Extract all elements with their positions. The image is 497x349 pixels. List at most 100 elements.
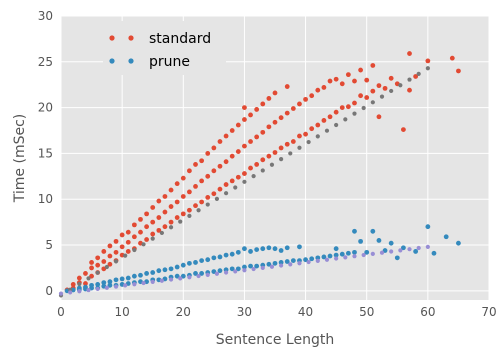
standard-point [125,229,131,235]
standard-point [83,281,88,286]
standard-point [290,106,296,111]
fit-line-point [324,257,330,262]
standard-point [144,224,150,230]
standard-point [382,85,388,91]
fit-line-point [168,225,174,230]
standard-point [345,104,351,110]
standard-point [278,145,284,151]
standard-point [187,207,192,213]
y-tick-label: 0 [45,284,53,298]
standard-point [229,153,235,159]
prune-point [193,260,198,265]
standard-point [235,122,241,128]
standard-point [315,87,321,93]
prune-point [260,246,266,252]
fit-line-point [104,285,109,290]
prune-point [376,238,382,243]
fit-line-point [370,251,375,256]
prune-point [370,228,376,234]
fit-line-point [398,248,403,253]
fit-line-point [334,122,339,128]
prune-point [364,249,370,255]
prune-point [187,260,192,266]
standard-point [187,168,192,174]
standard-point [321,85,327,90]
fit-line-point [187,275,192,280]
standard-point [119,244,125,250]
prune-point [199,258,205,264]
fit-line-point [334,256,339,261]
y-tick-label: 30 [38,9,53,23]
series-prune [64,224,461,294]
standard-point [76,275,82,281]
standard-point [156,198,162,204]
standard-point [272,119,278,125]
prune-point [217,268,223,274]
fit-lines [58,66,430,298]
fit-line-point [279,263,284,268]
fit-line-point [361,105,366,111]
fit-line-point [407,247,412,252]
x-tick-label: 70 [481,305,496,319]
fit-line-point [260,265,265,270]
standard-point [162,224,168,230]
prune-point [174,273,180,279]
fit-line-point [416,71,421,76]
prune-point [254,247,260,253]
standard-point [180,194,186,199]
prune-point [150,270,156,275]
prune-point [413,249,419,254]
prune-point [333,252,339,258]
fit-line-point [306,259,311,265]
standard-point [125,249,131,254]
standard-point [425,58,431,64]
standard-point [327,114,333,120]
standard-point [284,141,290,147]
prune-point [358,238,363,244]
prune-point [205,257,211,263]
standard-point [150,205,156,210]
prune-point [242,246,247,252]
fit-line-point [233,269,238,274]
standard-point [339,81,345,87]
fit-line-point [178,219,183,224]
prune-point [162,267,168,273]
fit-line-point [251,266,256,272]
fit-line-point [361,252,366,258]
prune-point [119,276,125,282]
standard-point [364,95,370,100]
prune-point [180,262,186,268]
prune-point [443,234,449,240]
fit-line-point [242,268,247,273]
prune-point [138,272,143,278]
fit-line-point [407,77,412,82]
legend: standard prune [103,21,226,75]
prune-point [278,248,284,253]
standard-point [242,105,247,111]
standard-point [235,174,241,180]
standard-point [107,253,113,259]
prune-point [70,287,76,293]
fit-line-point [86,287,91,293]
standard-point [370,63,376,68]
fit-line-point [205,272,210,277]
prune-point [272,246,278,252]
prune-point [95,282,101,287]
standard-point [260,129,266,135]
fit-line-point [77,281,82,287]
standard-point [266,153,272,159]
standard-point [297,133,302,139]
fit-line-point [178,276,183,281]
prune-point [107,282,113,288]
standard-point [156,227,162,233]
x-tick-label: 30 [237,305,252,319]
standard-point [248,165,253,171]
prune-point [168,266,174,272]
standard-point [174,181,180,187]
standard-point [242,117,247,122]
x-axis-label: Sentence Length [216,332,334,348]
fit-line-point [77,289,82,294]
standard-point [107,243,113,249]
fit-line-point [260,168,265,173]
